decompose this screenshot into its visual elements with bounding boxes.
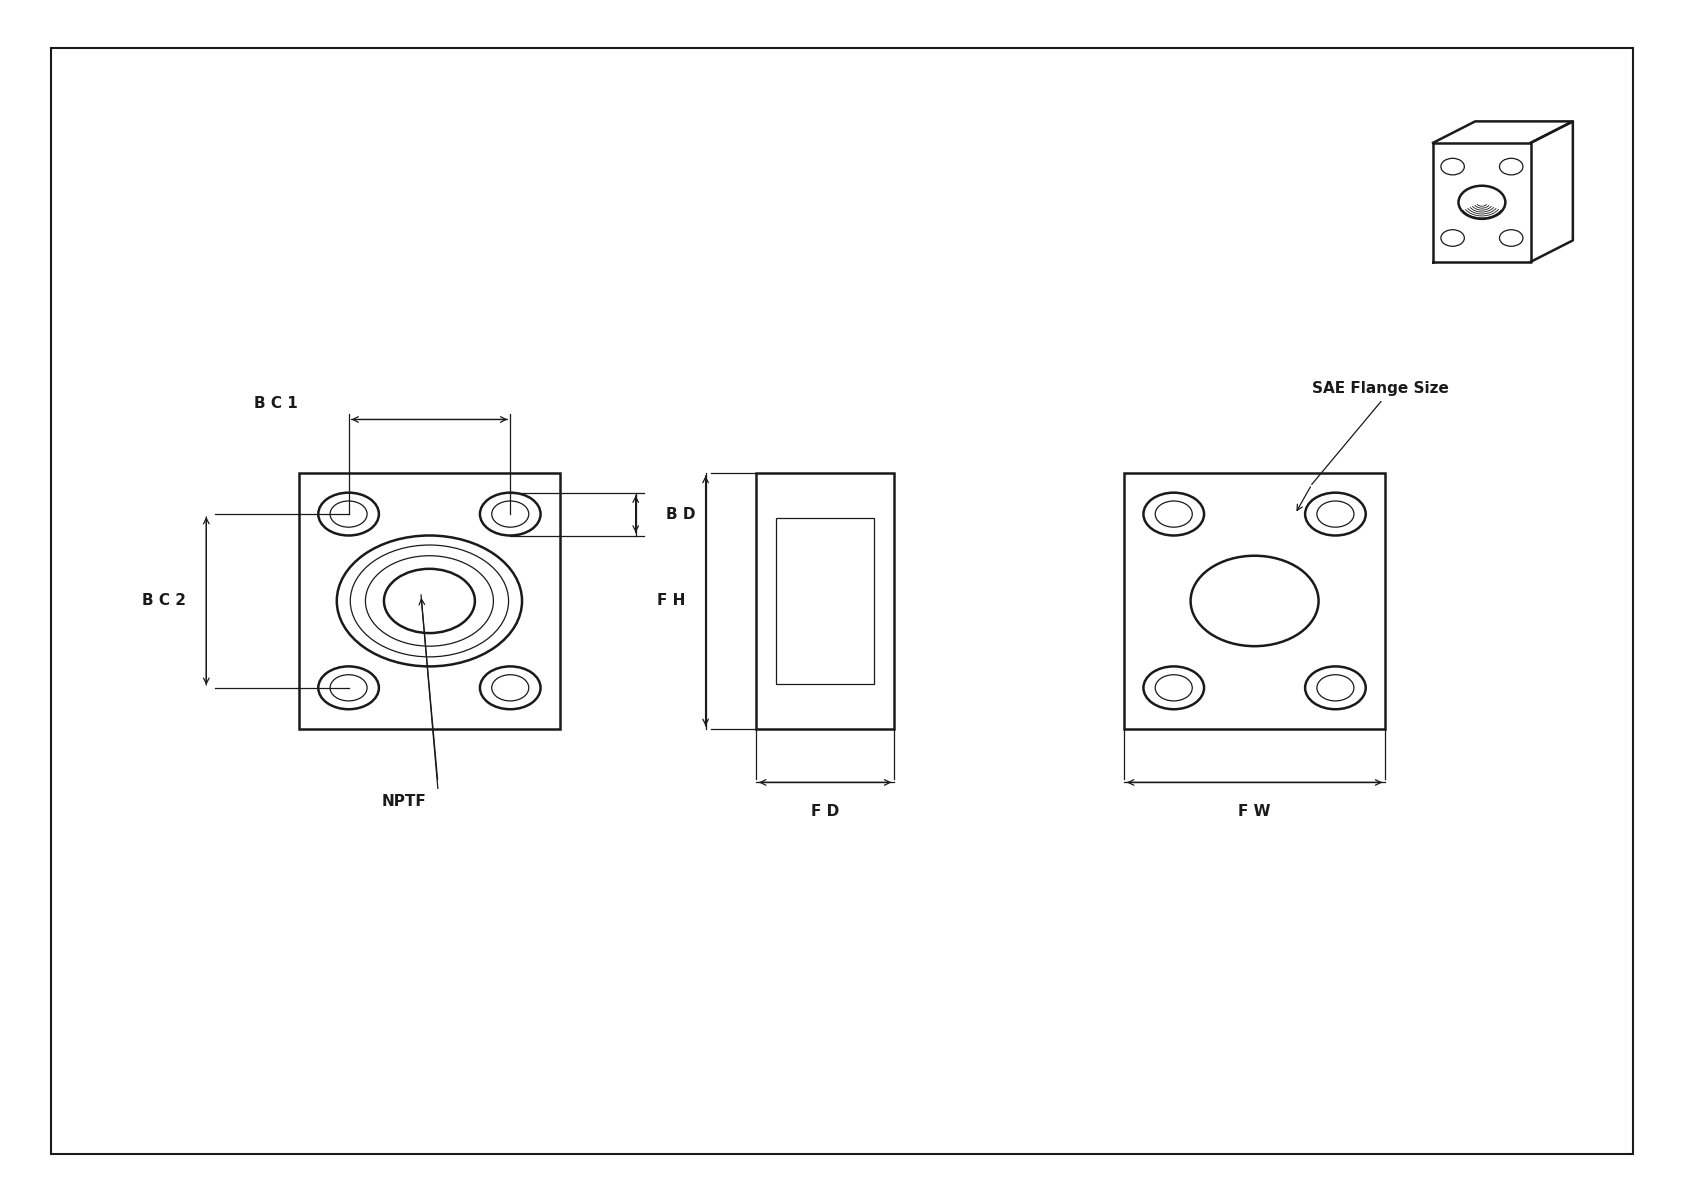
Bar	[1123, 474, 1384, 728]
Bar	[776, 518, 874, 684]
Text: F D: F D	[812, 804, 839, 819]
Text: B D: B D	[665, 507, 695, 521]
Text: B C 1: B C 1	[254, 396, 298, 412]
Text: F W: F W	[1238, 804, 1271, 819]
Text: B C 2: B C 2	[141, 594, 185, 608]
Bar	[756, 474, 894, 728]
Text: NPTF: NPTF	[382, 795, 426, 809]
Text: SAE Flange Size: SAE Flange Size	[1312, 381, 1450, 396]
Text: F H: F H	[657, 594, 685, 608]
Bar	[300, 474, 559, 728]
